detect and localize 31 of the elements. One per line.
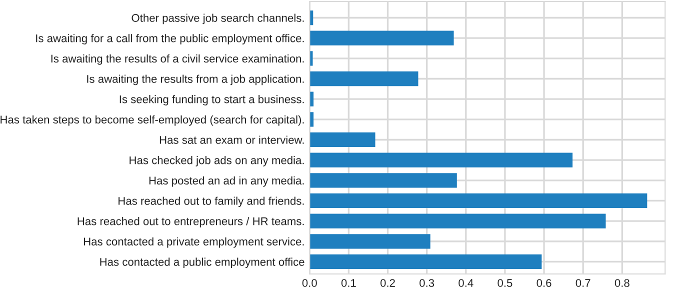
- bar: [310, 71, 418, 86]
- bar: [310, 30, 454, 46]
- x-tick-label: 0.8: [614, 279, 630, 287]
- bar: [310, 193, 648, 208]
- y-tick-label: Is seeking funding to start a business.: [120, 95, 304, 106]
- y-tick-label: Is awaiting the results of a civil service examination.: [51, 54, 304, 65]
- bar: [310, 152, 573, 168]
- x-tick-label: 0.7: [576, 279, 590, 287]
- y-tick-label: Has reached out to family and friends.: [118, 196, 304, 208]
- y-tick-label: Other passive job search channels.: [132, 14, 304, 24]
- y-tick-label: Has reached out to entrepreneurs / HR teams.: [78, 217, 304, 228]
- x-tick-label: 0.1: [341, 279, 356, 287]
- x-tick-label: 0.0: [302, 279, 317, 287]
- bar: [310, 132, 376, 148]
- y-tick-label: Has sat an exam or interview.: [160, 136, 304, 144]
- x-tick-label: 0.2: [380, 279, 395, 287]
- bar: [310, 173, 457, 188]
- y-tick-label: Has contacted a public employment office: [100, 258, 304, 268]
- x-tick-label: 0.3: [420, 279, 434, 287]
- y-tick-label: Has contacted a private employment service.: [84, 237, 304, 248]
- bar: [310, 254, 542, 270]
- x-tick-label: 0.5: [498, 279, 512, 287]
- x-tick-label: 0.4: [458, 279, 474, 287]
- bar: [310, 214, 606, 228]
- y-tick-label: Is awaiting for a call from the public employment office.: [36, 34, 304, 44]
- bar: [310, 234, 430, 249]
- x-tick-label: 0.6: [536, 279, 552, 287]
- y-tick-label: Is awaiting the results from a job application.: [87, 74, 304, 86]
- y-tick-label: Has taken steps to become self-employed (search for capital).: [0, 115, 304, 126]
- y-tick-label: Has checked job ads on any media.: [130, 156, 304, 166]
- y-tick-label: Has posted an ad in any media.: [149, 176, 304, 187]
